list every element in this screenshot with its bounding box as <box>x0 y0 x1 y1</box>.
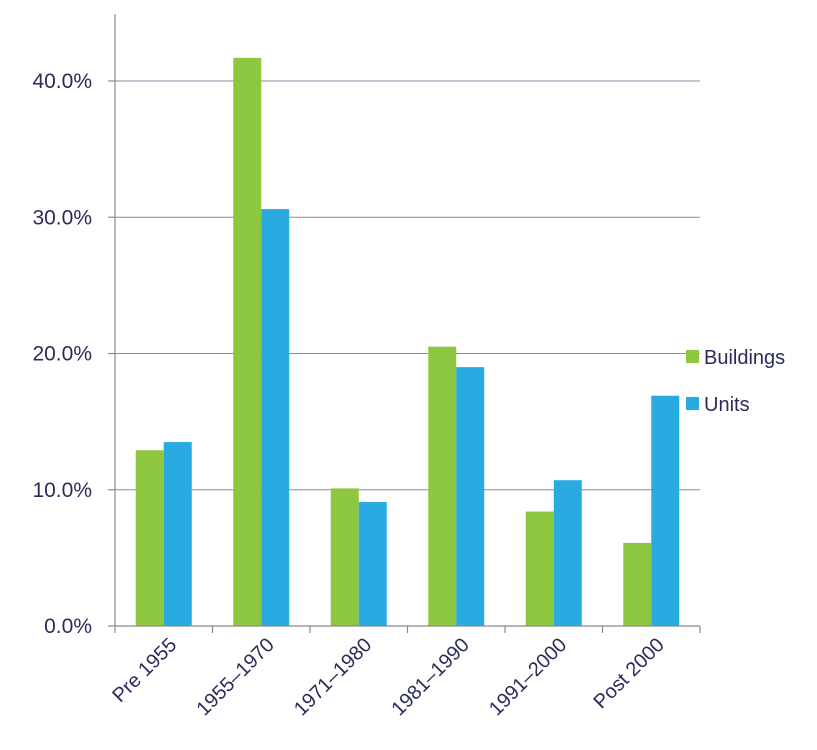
y-tick-labels: 0.0% 10.0% 20.0% 30.0% 40.0% <box>32 70 92 638</box>
bars <box>135 57 680 626</box>
legend-swatch-units <box>686 397 699 410</box>
bar-buildings-5 <box>623 542 652 626</box>
y-tick-label: 20.0% <box>32 343 92 366</box>
bar-units-4 <box>553 480 582 626</box>
y-tick-label: 40.0% <box>32 70 92 93</box>
bar-units-2 <box>358 502 387 626</box>
y-tick-label: 10.0% <box>32 479 92 502</box>
gridlines <box>108 80 701 633</box>
y-tick-label: 0.0% <box>44 615 92 638</box>
x-tick-label: Post 2000 <box>590 634 669 713</box>
x-tick-labels: Pre 1955 1955–1970 1971–1980 1981–1990 1991–… <box>108 634 668 720</box>
legend-swatch-buildings <box>686 350 699 363</box>
x-tick-label: 1981–1990 <box>387 634 473 720</box>
x-tick-label: 1955–1970 <box>192 634 278 720</box>
legend-label-buildings: Buildings <box>704 347 785 369</box>
bar-units-1 <box>261 209 290 626</box>
legend-label-units: Units <box>704 394 750 416</box>
axes <box>114 14 700 627</box>
bar-units-5 <box>651 395 680 626</box>
x-tick-label: 1971–1980 <box>290 634 376 720</box>
bar-buildings-2 <box>330 488 359 626</box>
bar-buildings-3 <box>428 346 457 626</box>
x-tick-label: Pre 1955 <box>108 634 181 707</box>
legend: Buildings Units <box>686 347 785 416</box>
y-tick-label: 30.0% <box>32 206 92 229</box>
bar-buildings-0 <box>135 450 164 626</box>
bar-buildings-4 <box>525 511 554 626</box>
bar-units-0 <box>163 442 192 626</box>
x-tick-label: 1991–2000 <box>485 634 571 720</box>
bar-buildings-1 <box>233 57 262 626</box>
bar-units-3 <box>456 367 485 626</box>
